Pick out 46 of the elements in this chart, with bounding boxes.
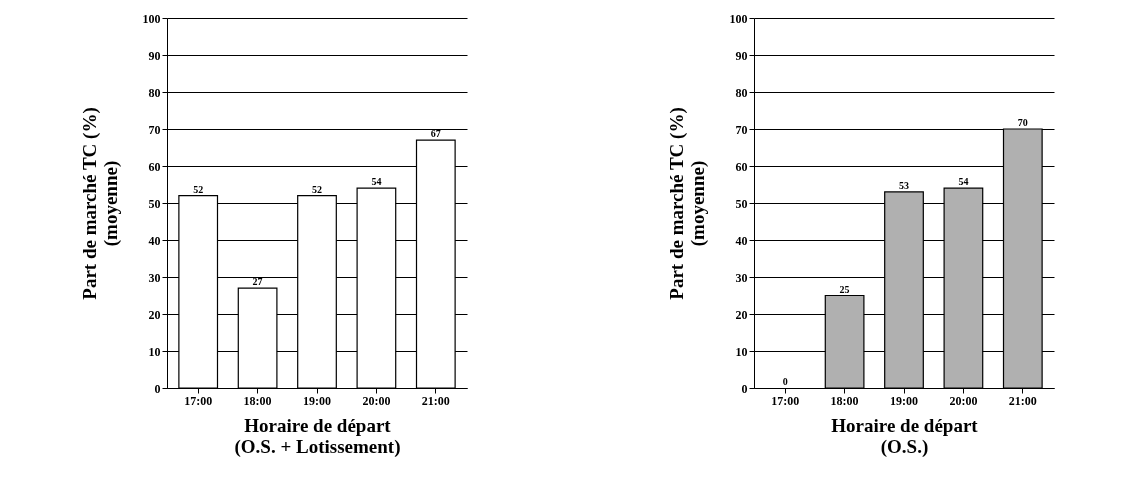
- data-label: 53: [899, 179, 909, 191]
- x-tick-label: 17:00: [771, 393, 800, 408]
- y-tick-label: 100: [142, 11, 161, 26]
- y-axis-title: Part de marché TC (%) (moyenne): [78, 107, 122, 300]
- y-tick-label: 10: [148, 344, 161, 359]
- data-label: 52: [312, 183, 322, 195]
- x-tick-label: 21:00: [421, 393, 450, 408]
- y-tick-label: 40: [148, 233, 161, 248]
- x-tick-label: 21:00: [1008, 393, 1037, 408]
- y-tick-label: 80: [148, 85, 161, 100]
- y-tick-label: 100: [729, 11, 748, 26]
- data-label: 54: [958, 176, 969, 188]
- data-label: 70: [1017, 117, 1028, 128]
- x-tick-label: 18:00: [830, 393, 859, 408]
- y-tick-label: 70: [148, 122, 161, 137]
- x-tick-label: 17:00: [184, 393, 213, 408]
- y-tick-label: 20: [735, 307, 748, 322]
- y-tick-label: 50: [148, 196, 161, 211]
- x-tick-label: 19:00: [890, 393, 918, 408]
- x-tick-label: 20:00: [362, 393, 391, 408]
- y-tick-label: 10: [735, 344, 748, 359]
- data-label: 25: [839, 283, 850, 295]
- data-label: 0: [782, 376, 788, 387]
- y-tick-label: 90: [735, 48, 748, 63]
- y-tick-label: 80: [735, 85, 748, 100]
- y-axis-title: Part de marché TC (%) (moyenne): [665, 107, 709, 300]
- y-tick-label: 20: [148, 307, 161, 322]
- y-tick-label: 0: [154, 381, 161, 396]
- data-label: 54: [371, 176, 382, 188]
- y-tick-label: 60: [735, 159, 748, 174]
- x-axis-title: Horaire de départ (O.S.): [831, 414, 979, 458]
- data-label: 52: [193, 183, 204, 195]
- y-tick-label: 60: [148, 159, 161, 174]
- x-tick-label: 18:00: [243, 393, 272, 408]
- x-axis-title: Horaire de départ (O.S. + Lotissement): [234, 414, 401, 458]
- x-tick-label: 20:00: [949, 393, 978, 408]
- y-tick-label: 90: [148, 48, 161, 63]
- y-tick-label: 70: [735, 122, 748, 137]
- y-tick-label: 30: [735, 270, 748, 285]
- y-tick-label: 30: [148, 270, 161, 285]
- y-tick-label: 50: [735, 196, 748, 211]
- x-tick-label: 19:00: [303, 393, 331, 408]
- data-label: 67: [430, 128, 441, 140]
- y-tick-label: 0: [741, 381, 748, 396]
- y-tick-label: 40: [735, 233, 748, 248]
- data-label: 27: [252, 276, 263, 288]
